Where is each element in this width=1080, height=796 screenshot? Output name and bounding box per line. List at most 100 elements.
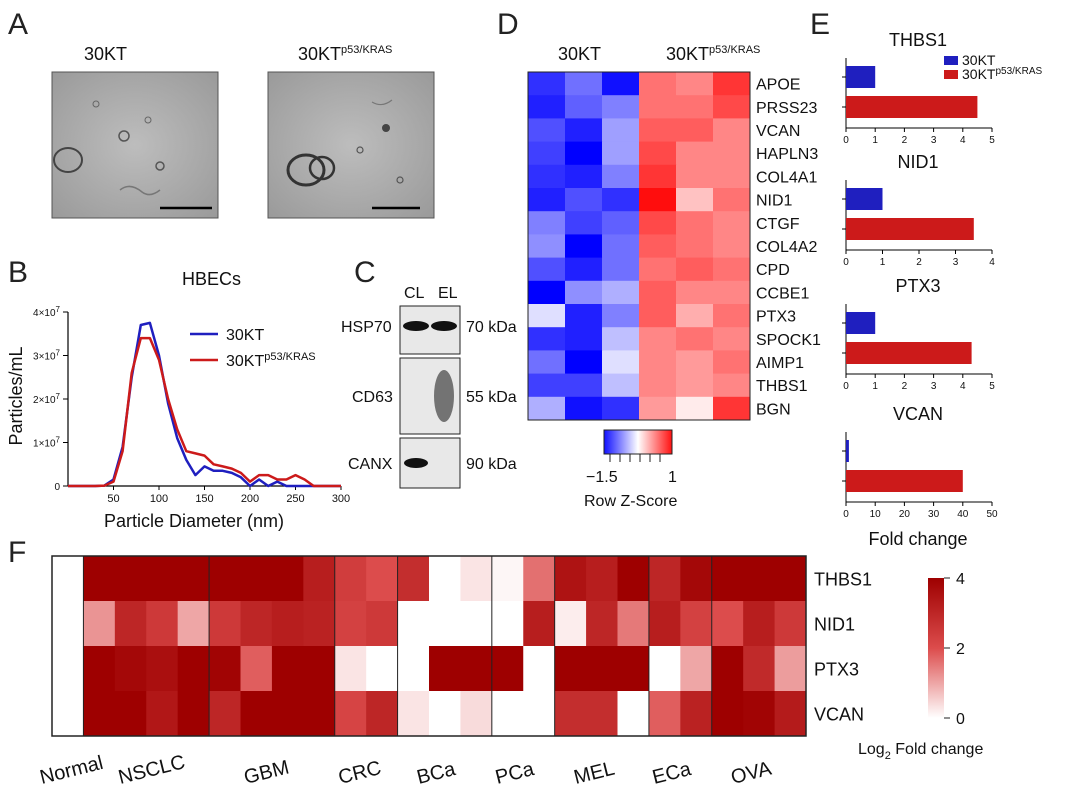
heatmap-f-cell <box>586 691 618 737</box>
heatmap-f-group-label: ECa <box>650 758 694 789</box>
heatmap-f-cell <box>680 556 713 602</box>
chart-e-xtick-label: 3 <box>953 257 959 268</box>
bar-30kt-mutant <box>846 470 963 492</box>
heatmap-d-cell <box>639 95 677 119</box>
heatmap-d-cell <box>528 257 566 282</box>
heatmap-f-cell <box>271 601 304 647</box>
colorbar-f-gradient <box>928 578 944 718</box>
heatmap-f-cell <box>271 691 304 737</box>
blot-band-cd63-el <box>434 370 454 422</box>
heatmap-f-cell <box>114 646 147 692</box>
heatmap-f-cell <box>554 601 587 647</box>
chart-d-colorbar: −1.5 1 Row Z-Score <box>584 429 677 510</box>
heatmap-f-cell <box>711 601 744 647</box>
chart-b-ytick-label: 3×107 <box>33 349 61 363</box>
heatmap-f-cell <box>209 646 241 692</box>
heatmap-d-cell <box>565 211 603 235</box>
heatmap-d-cell <box>639 118 677 143</box>
heatmap-d-cell <box>639 141 677 166</box>
heatmap-d-cell <box>565 141 603 166</box>
chart-b-xlabel: Particle Diameter (nm) <box>104 511 284 531</box>
heatmap-d-cell <box>565 188 603 212</box>
heatmap-f-cell <box>146 646 179 692</box>
heatmap-f-cell <box>209 601 241 647</box>
heatmap-f-cell <box>52 601 84 647</box>
chart-b-title: HBECs <box>182 269 241 289</box>
heatmap-f-cell <box>397 691 430 737</box>
heatmap-f-cell <box>523 556 556 602</box>
heatmap-d-cell <box>676 141 714 166</box>
heatmap-f-row-label: VCAN <box>814 705 864 725</box>
em-label-30kt: 30KT <box>84 44 127 64</box>
bar-30kt-mutant <box>846 96 978 118</box>
heatmap-f-cell <box>303 556 336 602</box>
heatmap-f-cell <box>146 691 179 737</box>
chart-e-xtick-label: 1 <box>872 381 878 392</box>
heatmap-f-cell <box>680 691 713 737</box>
heatmap-d-cell <box>713 304 751 328</box>
heatmap-f-cell <box>83 556 116 602</box>
chart-e-xlabel: Fold change <box>868 529 967 549</box>
bar-30kt <box>846 66 876 88</box>
heatmap-d-cell <box>713 396 751 421</box>
heatmap-f-cell <box>83 691 116 737</box>
em-label-30kt-mutant: 30KTp53/KRAS <box>298 44 392 64</box>
heatmap-f-cell <box>429 601 461 647</box>
heatmap-d-cell <box>602 327 640 351</box>
colorbar-f-tick-0: 0 <box>956 711 965 728</box>
heatmap-f-row-label: PTX3 <box>814 660 859 680</box>
heatmap-f-group-label: Normal <box>38 752 106 789</box>
chart-e-xtick-label: 0 <box>843 257 849 268</box>
heatmap-d-cell <box>528 327 566 351</box>
heatmap-f-cell <box>554 556 587 602</box>
bar-30kt <box>846 188 883 210</box>
heatmap-f-cell <box>523 646 556 692</box>
heatmap-d-cell <box>639 373 677 398</box>
blot-kda-hsp70: 70 kDa <box>466 319 517 336</box>
colorbar-f-tick-2: 2 <box>956 641 965 658</box>
chart-b-ytick-label: 2×107 <box>33 392 61 406</box>
heatmap-d-cell <box>713 211 751 235</box>
heatmap-d-row-label: BGN <box>756 401 791 418</box>
heatmap-d-cell <box>713 327 751 351</box>
heatmap-f-cell <box>743 601 776 647</box>
heatmap-d-cell <box>639 211 677 235</box>
chart-e-xtick-label: 2 <box>902 381 908 392</box>
heatmap-f-cell <box>303 646 336 692</box>
heatmap-d-row-label: COL4A2 <box>756 239 817 256</box>
heatmap-d-cell <box>676 396 714 421</box>
colorbar-z-tick-high: 1 <box>668 469 677 486</box>
heatmap-d-cell <box>528 211 566 235</box>
heatmap-d-cell <box>602 95 640 119</box>
panel-f: THBS1 NID1 PTX3 VCAN Normal NSCLC GBM CRC BCa PC… <box>38 555 983 789</box>
heatmap-f-cell <box>680 601 713 647</box>
heatmap-d-row-label: PRSS23 <box>756 100 817 117</box>
heatmap-d-cell <box>676 188 714 212</box>
heatmap-f-cell <box>366 691 399 737</box>
heatmap-f-cell <box>460 601 493 647</box>
heatmap-d-row-label: NID1 <box>756 193 793 210</box>
heatmap-f-cell <box>648 691 681 737</box>
heatmap-f-group-label: GBM <box>242 756 292 788</box>
heatmap-d-cell <box>713 118 751 143</box>
heatmap-d-row-label: SPOCK1 <box>756 332 821 349</box>
heatmap-f-cell <box>240 646 273 692</box>
heatmap-d-cell <box>602 188 640 212</box>
heatmap-d-cell <box>602 234 640 259</box>
chart-b-legend: 30KT 30KTp53/KRAS <box>190 327 316 370</box>
heatmap-d-cell <box>602 396 640 421</box>
heatmap-f-cell <box>334 556 367 602</box>
heatmap-f-cell <box>523 601 556 647</box>
heatmap-d-row-label: APOE <box>756 77 800 94</box>
blot-label-cd63: CD63 <box>352 389 393 406</box>
heatmap-f-cell <box>743 556 776 602</box>
heatmap-d-cell <box>528 95 566 119</box>
heatmap-d-cell <box>528 234 566 259</box>
heatmap-f-cell <box>460 646 493 692</box>
blot-header-cl: CL <box>404 285 425 302</box>
colorbar-f-label: Log2 Fold change <box>858 741 983 762</box>
heatmap-d-cell <box>713 234 751 259</box>
chart-e-xtick-label: 5 <box>989 135 995 146</box>
chart-e-xtick-label: 2 <box>916 257 922 268</box>
heatmap-f-group-label: OVA <box>729 757 775 788</box>
